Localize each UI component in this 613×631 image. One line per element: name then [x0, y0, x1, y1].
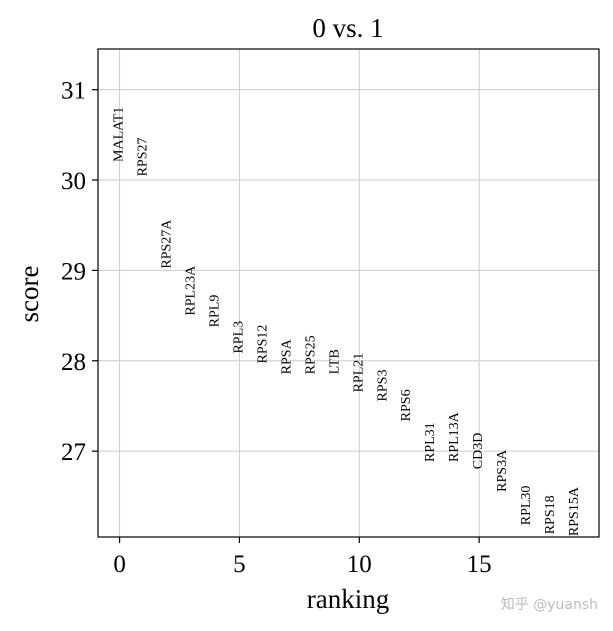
- x-axis-title: ranking: [307, 584, 389, 614]
- y-axis-title: score: [14, 266, 44, 323]
- gene-label: RPS27: [136, 138, 151, 177]
- gene-label: RPS25: [303, 335, 318, 374]
- gene-label: RPS27A: [160, 219, 175, 269]
- x-tick-label: 5: [233, 551, 246, 578]
- axes-frame: [97, 48, 600, 538]
- gene-label: LTB: [327, 349, 342, 374]
- gene-label: RPS3A: [495, 449, 510, 492]
- gene-label: RPL13A: [447, 411, 462, 462]
- gene-label: RPL31: [423, 422, 438, 462]
- gene-label: RPL9: [207, 295, 222, 328]
- gene-label: RPS6: [399, 389, 414, 421]
- x-tick-label: 0: [113, 551, 126, 578]
- y-tick-label: 28: [61, 349, 86, 376]
- gene-label: RPS3: [375, 370, 390, 402]
- gene-label: RPS12: [255, 325, 270, 364]
- grid-layer: [98, 49, 599, 537]
- gene-label: RPL23A: [183, 265, 198, 316]
- x-tick-label: 10: [347, 551, 372, 578]
- y-tick-label: 30: [61, 168, 86, 195]
- gene-label: RPL3: [231, 321, 246, 354]
- watermark-text: 知乎 @yuansh: [501, 596, 598, 613]
- gene-label: RPL21: [351, 353, 366, 393]
- gene-label: RPS15A: [567, 486, 582, 536]
- gene-label: RPS18: [543, 495, 558, 534]
- x-tick-label: 15: [467, 551, 492, 578]
- ticks-layer: 0 5 10 15 27 28 29 30 31: [61, 78, 492, 578]
- gene-label: MALAT1: [112, 107, 127, 162]
- gene-label: RPL30: [519, 486, 534, 526]
- y-tick-label: 29: [61, 258, 86, 285]
- gene-label: RPSA: [279, 338, 294, 374]
- gene-labels-layer: MALAT1 RPS27 RPS27A RPL23A RPL9 RPL3 RPS12 RPSA…: [112, 107, 582, 536]
- chart-title: 0 vs. 1: [312, 13, 383, 43]
- y-tick-label: 27: [61, 439, 86, 466]
- y-tick-label: 31: [61, 78, 86, 105]
- gene-label: CD3D: [471, 433, 486, 470]
